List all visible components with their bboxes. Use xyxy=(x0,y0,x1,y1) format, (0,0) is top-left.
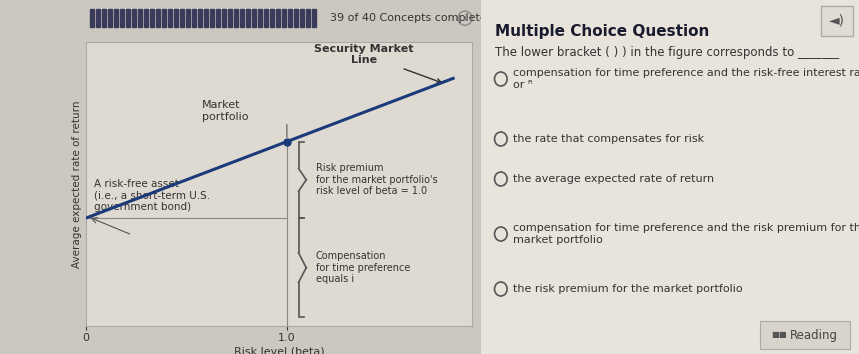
Bar xyxy=(138,9,142,27)
Y-axis label: Average expected rate of return: Average expected rate of return xyxy=(72,100,82,268)
Bar xyxy=(204,9,208,27)
Bar xyxy=(821,6,853,36)
Bar xyxy=(198,9,202,27)
Bar xyxy=(114,9,118,27)
Bar xyxy=(228,9,232,27)
Bar xyxy=(210,9,214,27)
Bar xyxy=(264,9,268,27)
Bar xyxy=(108,9,112,27)
Bar xyxy=(156,9,160,27)
Bar xyxy=(306,9,310,27)
Bar xyxy=(90,9,94,27)
Bar xyxy=(276,9,280,27)
Bar xyxy=(96,9,100,27)
Text: 39 of 40 Concepts completed: 39 of 40 Concepts completed xyxy=(330,13,494,23)
Text: Risk premium
for the market portfolio's
risk level of beta = 1.0: Risk premium for the market portfolio's … xyxy=(316,163,437,196)
Text: i: i xyxy=(464,14,466,23)
Bar xyxy=(282,9,286,27)
Text: The lower bracket ( ) ) in the figure corresponds to _______: The lower bracket ( ) ) in the figure co… xyxy=(495,46,838,59)
Bar xyxy=(126,9,130,27)
Text: the rate that compensates for risk: the rate that compensates for risk xyxy=(514,134,704,144)
Bar xyxy=(240,9,244,27)
Bar xyxy=(186,9,190,27)
Bar xyxy=(288,9,292,27)
Text: A risk-free asset
(i.e., a short-term U.S.
government bond): A risk-free asset (i.e., a short-term U.… xyxy=(94,179,210,212)
Bar xyxy=(144,9,148,27)
Bar xyxy=(132,9,136,27)
Bar xyxy=(294,9,298,27)
Text: Reading: Reading xyxy=(790,329,838,342)
Bar xyxy=(216,9,220,27)
Bar xyxy=(222,9,226,27)
Bar xyxy=(120,9,124,27)
Bar xyxy=(312,9,316,27)
Bar xyxy=(234,9,238,27)
Text: the risk premium for the market portfolio: the risk premium for the market portfoli… xyxy=(514,284,743,294)
Bar xyxy=(102,9,106,27)
Text: Security Market
Line: Security Market Line xyxy=(314,44,442,83)
Text: Multiple Choice Question: Multiple Choice Question xyxy=(495,24,709,39)
Text: ■■: ■■ xyxy=(771,331,788,339)
Text: compensation for time preference and the risk-free interest rate,
or ᴿ: compensation for time preference and the… xyxy=(514,68,859,90)
Bar xyxy=(246,9,250,27)
Bar xyxy=(174,9,178,27)
Bar xyxy=(252,9,256,27)
Text: Compensation
for time preference
equals i: Compensation for time preference equals … xyxy=(316,251,411,284)
Bar xyxy=(270,9,274,27)
Text: compensation for time preference and the risk premium for the
market portfolio: compensation for time preference and the… xyxy=(514,223,859,245)
Bar xyxy=(168,9,172,27)
Bar xyxy=(162,9,166,27)
Text: ◄): ◄) xyxy=(828,14,844,28)
Text: Market
portfolio: Market portfolio xyxy=(202,100,248,122)
Bar xyxy=(760,321,850,349)
Bar xyxy=(300,9,304,27)
Text: the average expected rate of return: the average expected rate of return xyxy=(514,174,715,184)
Bar xyxy=(180,9,184,27)
Bar xyxy=(192,9,196,27)
Bar xyxy=(258,9,262,27)
X-axis label: Risk level (beta): Risk level (beta) xyxy=(234,347,325,354)
Bar xyxy=(150,9,154,27)
